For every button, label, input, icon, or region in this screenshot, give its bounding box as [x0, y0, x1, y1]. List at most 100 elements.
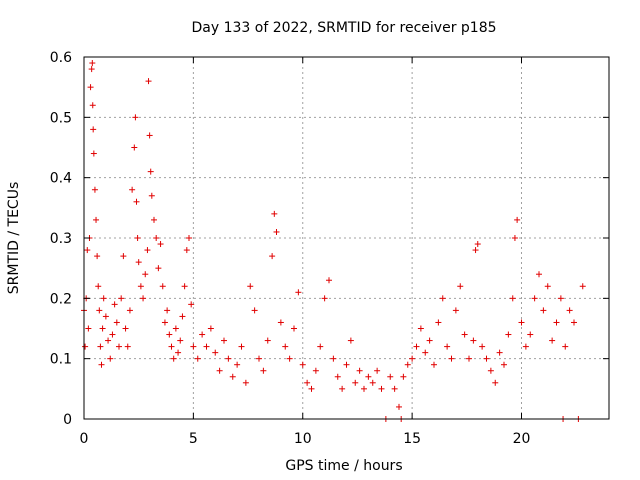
data-point — [378, 385, 385, 392]
data-point — [343, 361, 350, 368]
data-point — [518, 319, 525, 326]
data-point — [161, 319, 168, 326]
data-point — [474, 241, 481, 248]
data-point — [155, 265, 162, 272]
data-point — [387, 373, 394, 380]
data-point — [148, 192, 155, 199]
data-point — [97, 343, 104, 350]
data-point — [251, 307, 258, 314]
data-point — [579, 283, 586, 290]
data-point — [295, 289, 302, 296]
data-point — [470, 337, 477, 344]
data-point — [466, 355, 472, 362]
data-point — [238, 343, 245, 350]
data-point — [334, 373, 341, 380]
data-point — [175, 349, 182, 356]
y-tick-label: 0.1 — [50, 352, 72, 368]
data-point — [186, 235, 192, 241]
data-point — [444, 343, 451, 350]
data-point — [153, 235, 160, 241]
x-tick-label: 0 — [80, 431, 89, 447]
data-point — [172, 325, 179, 332]
data-point — [431, 361, 437, 368]
data-point — [317, 343, 324, 350]
data-point — [496, 349, 503, 356]
data-point — [242, 379, 249, 386]
data-point — [304, 379, 311, 386]
x-tick-label: 20 — [513, 431, 531, 447]
data-point — [144, 247, 151, 254]
data-point — [426, 337, 433, 344]
data-point — [271, 210, 278, 217]
data-point — [93, 216, 100, 223]
data-point — [88, 66, 95, 73]
data-point — [82, 343, 89, 350]
data-point — [511, 235, 518, 241]
data-point — [291, 325, 297, 332]
data-point — [84, 247, 91, 254]
data-point — [269, 253, 276, 260]
data-point — [105, 337, 112, 344]
data-point — [422, 349, 429, 356]
data-point — [181, 283, 188, 290]
data-point — [531, 295, 538, 302]
data-point — [448, 355, 455, 362]
data-point — [365, 373, 372, 380]
data-point — [553, 319, 560, 326]
data-point — [562, 343, 569, 350]
data-point — [479, 343, 486, 350]
data-point — [566, 307, 573, 314]
axis-ticks — [83, 56, 609, 420]
data-point — [439, 295, 446, 302]
x-tick-label: 5 — [189, 431, 198, 447]
data-point — [129, 186, 136, 193]
data-point — [452, 307, 459, 314]
data-point — [330, 355, 337, 362]
chart-title: Day 133 of 2022, SRMTID for receiver p18… — [191, 20, 496, 36]
data-point — [404, 361, 411, 368]
data-point — [107, 355, 114, 362]
data-point — [347, 337, 354, 344]
data-point — [299, 361, 306, 368]
data-point — [177, 337, 184, 344]
data-point — [199, 331, 206, 338]
data-point — [225, 355, 232, 362]
data-point — [321, 295, 328, 302]
data-point — [527, 331, 534, 338]
data-point — [312, 367, 319, 374]
data-points — [81, 60, 586, 422]
data-point — [98, 361, 105, 368]
data-point — [544, 283, 551, 290]
data-point — [369, 379, 376, 386]
data-point — [170, 355, 177, 362]
data-point — [126, 307, 133, 314]
y-tick-label: 0 — [63, 412, 72, 428]
data-point — [118, 295, 125, 302]
data-point — [89, 60, 96, 67]
data-point — [94, 253, 101, 260]
data-point — [457, 283, 464, 290]
data-point — [131, 144, 138, 151]
data-point — [229, 373, 236, 380]
data-point — [501, 361, 507, 368]
data-point — [99, 325, 106, 332]
data-point — [549, 337, 556, 344]
x-axis-label: GPS time / hours — [285, 458, 402, 474]
data-point — [308, 385, 315, 392]
data-point — [221, 337, 227, 344]
data-point — [190, 343, 197, 350]
data-point — [90, 150, 97, 157]
data-point — [166, 331, 173, 338]
data-point — [135, 259, 142, 266]
data-point — [142, 271, 149, 278]
data-point — [461, 331, 468, 338]
data-point — [487, 367, 494, 374]
data-point — [536, 271, 542, 278]
data-point — [113, 319, 120, 326]
data-point — [120, 253, 127, 260]
data-point — [509, 295, 516, 302]
data-point — [514, 216, 521, 223]
data-point — [571, 319, 577, 326]
